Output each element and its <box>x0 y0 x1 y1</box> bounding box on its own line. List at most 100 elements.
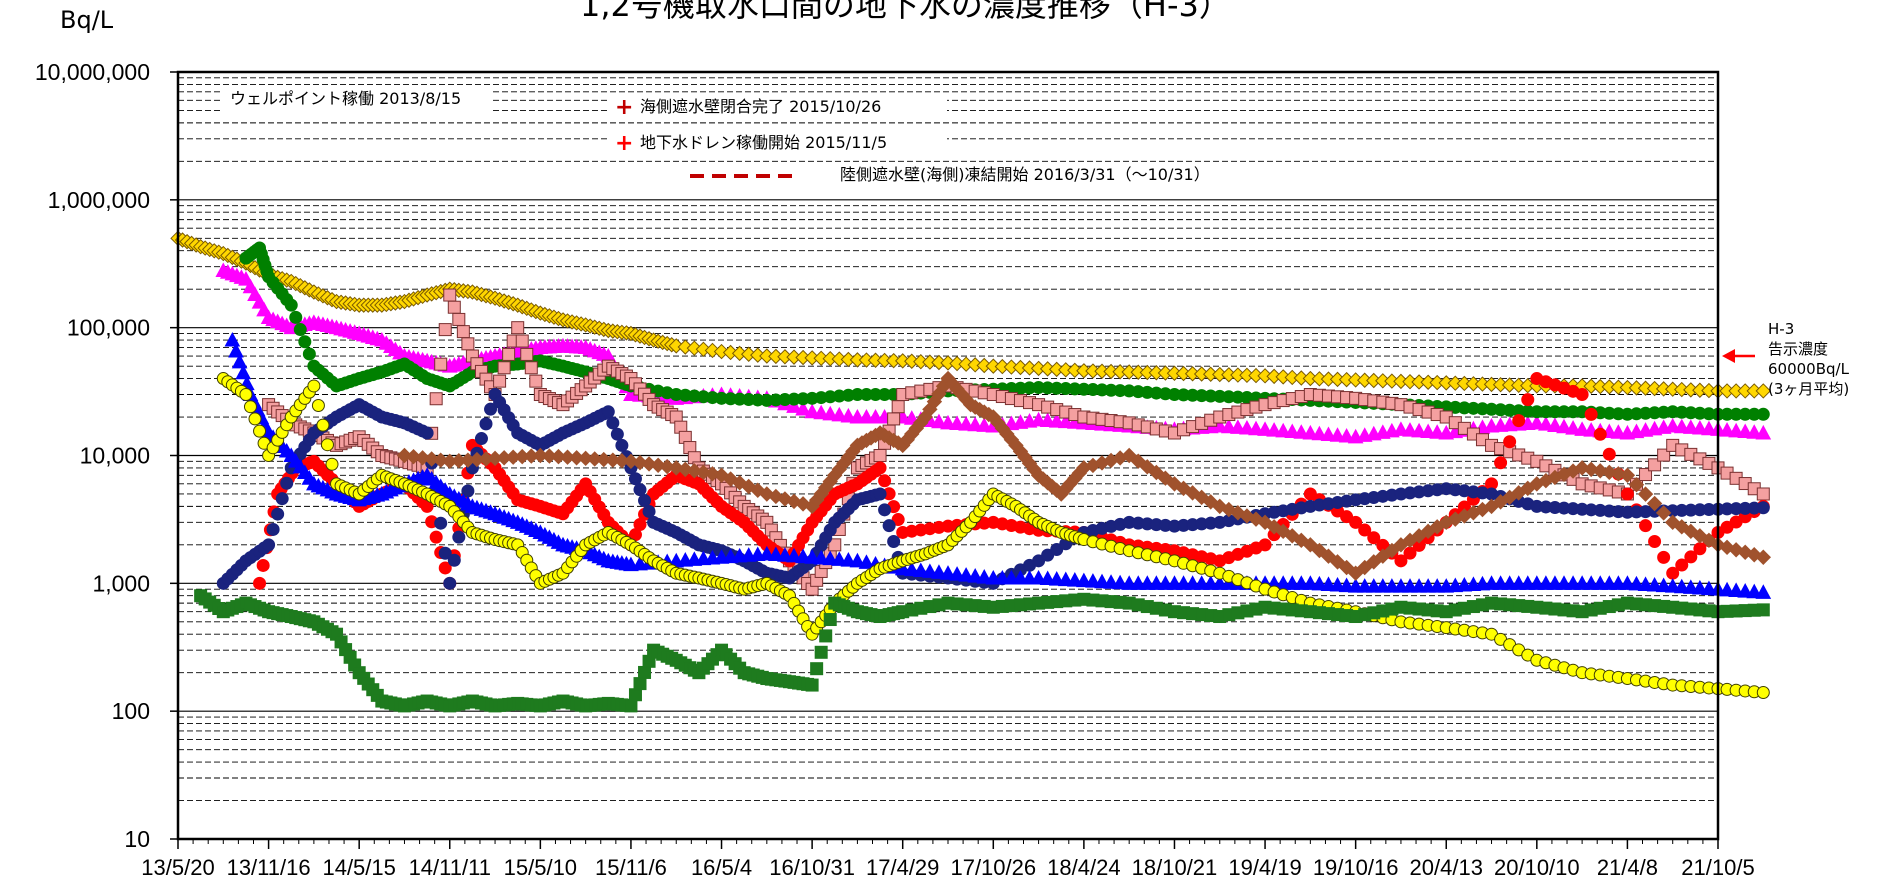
data-point <box>1574 421 1590 436</box>
data-point <box>474 432 488 446</box>
data-point <box>615 438 629 452</box>
data-point <box>1619 467 1636 484</box>
data-point <box>795 400 811 416</box>
x-axis-ticks: 13/5/20 13/11/16 14/5/15 14/11/11 15/5/10 15/… <box>141 839 1755 880</box>
data-point <box>1393 421 1409 436</box>
x-tick-label: 21/10/5 <box>1681 855 1754 880</box>
data-point <box>1329 576 1346 592</box>
data-point <box>1085 573 1101 588</box>
data-point <box>1646 495 1663 512</box>
data-point <box>882 519 896 533</box>
data-point <box>967 416 984 432</box>
data-point <box>1220 418 1237 434</box>
data-point <box>1755 424 1772 440</box>
data-point <box>1737 423 1754 439</box>
data-point <box>828 538 842 552</box>
data-point <box>452 530 466 544</box>
data-point <box>633 677 647 691</box>
data-point <box>1756 487 1770 501</box>
data-point <box>1639 468 1653 482</box>
data-point <box>316 418 330 432</box>
data-point <box>289 310 303 324</box>
data-point <box>1675 558 1689 572</box>
data-point <box>1521 393 1535 407</box>
y-tick-label: 1,000 <box>92 570 150 596</box>
data-point <box>878 503 892 517</box>
data-point <box>1094 573 1110 589</box>
data-point <box>628 688 642 702</box>
data-point <box>632 454 648 471</box>
data-point <box>243 400 257 414</box>
data-point <box>813 404 830 420</box>
data-point <box>1655 577 1672 593</box>
data-point <box>1673 418 1690 434</box>
data-point <box>1139 459 1156 475</box>
data-point <box>840 407 857 423</box>
data-point <box>248 412 262 426</box>
data-point <box>423 451 440 467</box>
data-point <box>298 335 312 349</box>
data-point <box>873 487 887 501</box>
data-point <box>1512 414 1526 428</box>
data-point <box>1664 578 1681 593</box>
data-point <box>1728 422 1744 438</box>
data-point <box>1329 554 1346 570</box>
data-point <box>1347 565 1364 581</box>
data-point <box>1692 579 1708 595</box>
data-point <box>1420 423 1436 439</box>
data-point <box>1057 571 1074 587</box>
data-point <box>858 554 875 569</box>
x-tick-label: 17/10/26 <box>950 855 1036 880</box>
data-point <box>235 364 252 380</box>
x-tick-label: 17/4/29 <box>866 855 939 880</box>
data-point <box>967 568 984 583</box>
data-point <box>452 312 466 326</box>
data-point <box>461 337 475 351</box>
data-point <box>1657 448 1671 462</box>
data-point <box>840 552 857 567</box>
data-point <box>1528 414 1545 430</box>
legend-bg <box>607 130 947 156</box>
data-point <box>1112 574 1128 590</box>
data-point <box>873 461 887 475</box>
data-point <box>628 472 642 486</box>
y-axis-unit-label: Bq/L <box>60 6 114 34</box>
data-point <box>1394 554 1408 568</box>
data-point <box>768 546 784 562</box>
data-point <box>1637 486 1654 502</box>
data-point <box>1048 413 1065 428</box>
data-point <box>891 513 905 527</box>
data-point <box>256 558 270 572</box>
data-point <box>253 576 267 590</box>
x-tick-label: 16/5/4 <box>691 855 752 880</box>
data-point <box>524 361 538 375</box>
data-point <box>1673 578 1690 594</box>
legend-label: 陸側遮水壁(海側)凍結開始 2016/3/31（～10/31） <box>840 165 1210 184</box>
x-tick-label: 13/11/16 <box>227 855 311 880</box>
y-tick-label: 100,000 <box>67 315 150 341</box>
data-point <box>695 341 712 358</box>
data-point <box>1030 411 1047 427</box>
data-point <box>1602 447 1616 461</box>
data-point <box>1503 435 1517 449</box>
data-point <box>601 405 615 419</box>
data-point <box>1329 427 1346 442</box>
x-tick-label: 15/11/6 <box>595 855 667 880</box>
data-point <box>976 417 993 432</box>
data-point <box>823 613 837 627</box>
data-point <box>1066 572 1083 587</box>
data-point <box>511 321 525 335</box>
legend-label: 地下水ドレン稼働開始 2015/11/5 <box>640 133 887 152</box>
data-point <box>1248 420 1264 436</box>
data-point <box>239 388 253 402</box>
data-point <box>515 334 529 348</box>
data-point <box>677 339 694 355</box>
data-point <box>1655 505 1672 521</box>
data-point <box>1628 477 1645 493</box>
data-point <box>1320 576 1337 591</box>
data-point <box>1320 426 1337 442</box>
limit-note-line: 60000Bq/L <box>1768 360 1850 378</box>
data-point <box>1657 550 1671 564</box>
x-tick-label: 18/10/21 <box>1132 855 1218 880</box>
series-7 <box>396 370 1772 581</box>
